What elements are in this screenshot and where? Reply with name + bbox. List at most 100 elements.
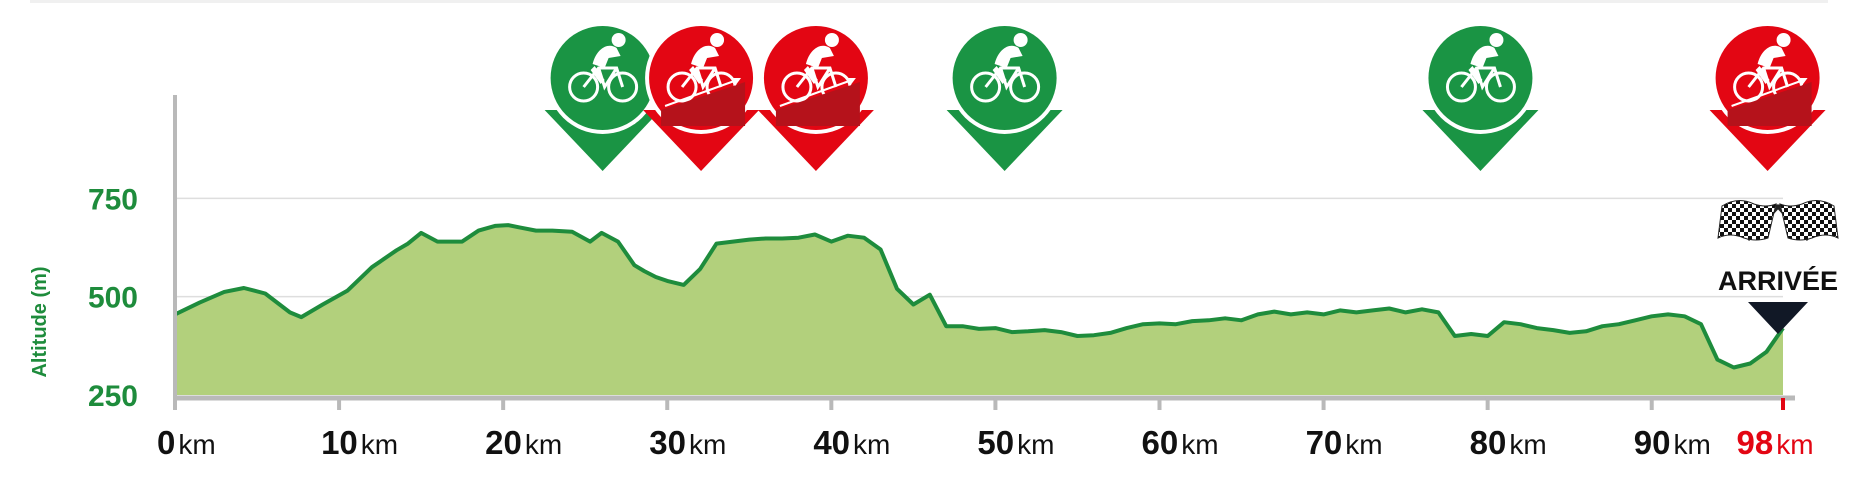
x-tick-unit: km — [1673, 429, 1710, 460]
cyclist-climb-icon — [1727, 33, 1812, 126]
rider-body — [1757, 45, 1786, 68]
marker-climb — [1709, 22, 1826, 171]
rider-head — [824, 33, 839, 47]
grid-layer — [30, 0, 1828, 298]
y-axis-label: Altitude (m) — [29, 266, 51, 377]
wheel — [970, 71, 1002, 103]
slope-shade — [1727, 82, 1812, 126]
bike-frame — [1747, 66, 1790, 91]
markers — [544, 22, 1826, 171]
x-ticks: 0 km 10 km 20 km 30 km 40 km 50 km 60 km 70 km 80 km 90 km 9… — [157, 398, 1814, 461]
profile-layer — [174, 223, 1785, 395]
rider-body — [805, 45, 834, 68]
rider-head — [611, 33, 626, 47]
rider-leg — [689, 66, 704, 84]
bike-frame — [1460, 66, 1502, 91]
x-tick-number: 70 — [1306, 424, 1343, 461]
wheel — [1445, 71, 1477, 103]
bike-frame — [795, 66, 838, 91]
slope-arrow-head — [1797, 78, 1808, 86]
wheel — [1484, 71, 1516, 103]
x-tick-number: 80 — [1470, 424, 1507, 461]
finish-label: ARRIVÉE — [1718, 265, 1838, 296]
wheel — [568, 71, 600, 103]
wheel — [666, 71, 698, 103]
x-tick-unit: km — [1509, 429, 1546, 460]
wheel — [781, 71, 813, 103]
marker-climb — [757, 22, 874, 171]
x-tick-number: 50 — [977, 424, 1014, 461]
cyclist-icon — [970, 33, 1041, 103]
y-ticks: 250 500 750 — [88, 183, 138, 413]
slope-arrow-head — [845, 78, 856, 86]
x-tick-label: 70 km — [1306, 424, 1383, 461]
x-tick-number: 98 — [1736, 424, 1773, 461]
wheel — [1009, 71, 1041, 103]
x-tick-number: 60 — [1141, 424, 1178, 461]
axis-layer: Altitude (m) — [29, 95, 1795, 401]
x-tick-number: 30 — [649, 424, 686, 461]
slope-arrow — [779, 79, 853, 107]
slope-arrow — [1731, 79, 1804, 107]
marker-climb — [643, 22, 760, 171]
marker-sprint — [946, 22, 1063, 171]
x-tick-unit: km — [361, 429, 398, 460]
cyclist-icon — [1445, 33, 1516, 103]
rider-body — [592, 45, 621, 68]
x-tick-unit: km — [525, 429, 562, 460]
rider-body — [1470, 45, 1499, 68]
rider-head — [710, 33, 725, 47]
x-tick-label: 90 km — [1634, 424, 1711, 461]
bike-frame — [680, 66, 723, 91]
slope-shade — [661, 82, 746, 126]
x-tick-label: 30 km — [649, 424, 726, 461]
x-tick-number: 0 — [157, 424, 175, 461]
rider-head — [1489, 33, 1504, 47]
bike-frame — [984, 66, 1027, 91]
profile-area — [175, 225, 1783, 395]
x-tick-label: 80 km — [1470, 424, 1547, 461]
slope-shade — [775, 82, 860, 126]
x-tick-label: 50 km — [977, 424, 1054, 461]
x-tick-unit: km — [1345, 429, 1382, 460]
rider-head — [1776, 33, 1791, 47]
y-tick-label: 750 — [88, 183, 138, 216]
rider-body — [691, 45, 720, 68]
y-tick-label: 250 — [88, 380, 138, 413]
cyclist-climb-icon — [775, 33, 860, 126]
cyclist-icon — [568, 33, 639, 103]
cyclist-climb-icon — [661, 33, 746, 126]
x-tick-unit: km — [1181, 429, 1218, 460]
slope-arrow-head — [731, 78, 742, 86]
rider-leg — [590, 66, 605, 84]
wheel — [607, 71, 639, 103]
profile-line — [174, 223, 1785, 370]
wheel — [1733, 71, 1765, 103]
rider-leg — [1468, 66, 1483, 84]
finish-group: ARRIVÉE — [1717, 200, 1839, 334]
x-tick-label: 20 km — [485, 424, 562, 461]
rider-leg — [803, 66, 818, 84]
rider-body — [994, 45, 1023, 68]
finish-triangle — [1748, 302, 1808, 334]
flag-left — [1717, 200, 1777, 241]
x-tick-unit: km — [1776, 429, 1813, 460]
x-tick-label: 0 km — [157, 424, 216, 461]
x-tick-label: 40 km — [813, 424, 890, 461]
marker-sprint — [544, 22, 661, 171]
x-tick-unit: km — [689, 429, 726, 460]
slope-arrow — [664, 79, 738, 107]
x-tick-label: 98 km — [1736, 424, 1813, 461]
x-tick-unit: km — [178, 429, 215, 460]
top-divider — [30, 0, 1828, 3]
y-tick-label: 500 — [88, 282, 138, 315]
x-tick-unit: km — [1017, 429, 1054, 460]
x-tick-number: 10 — [321, 424, 358, 461]
x-tick-unit: km — [853, 429, 890, 460]
rider-leg — [1755, 66, 1770, 84]
bike-frame — [582, 66, 625, 91]
x-tick-number: 90 — [1634, 424, 1671, 461]
rider-leg — [992, 66, 1007, 84]
